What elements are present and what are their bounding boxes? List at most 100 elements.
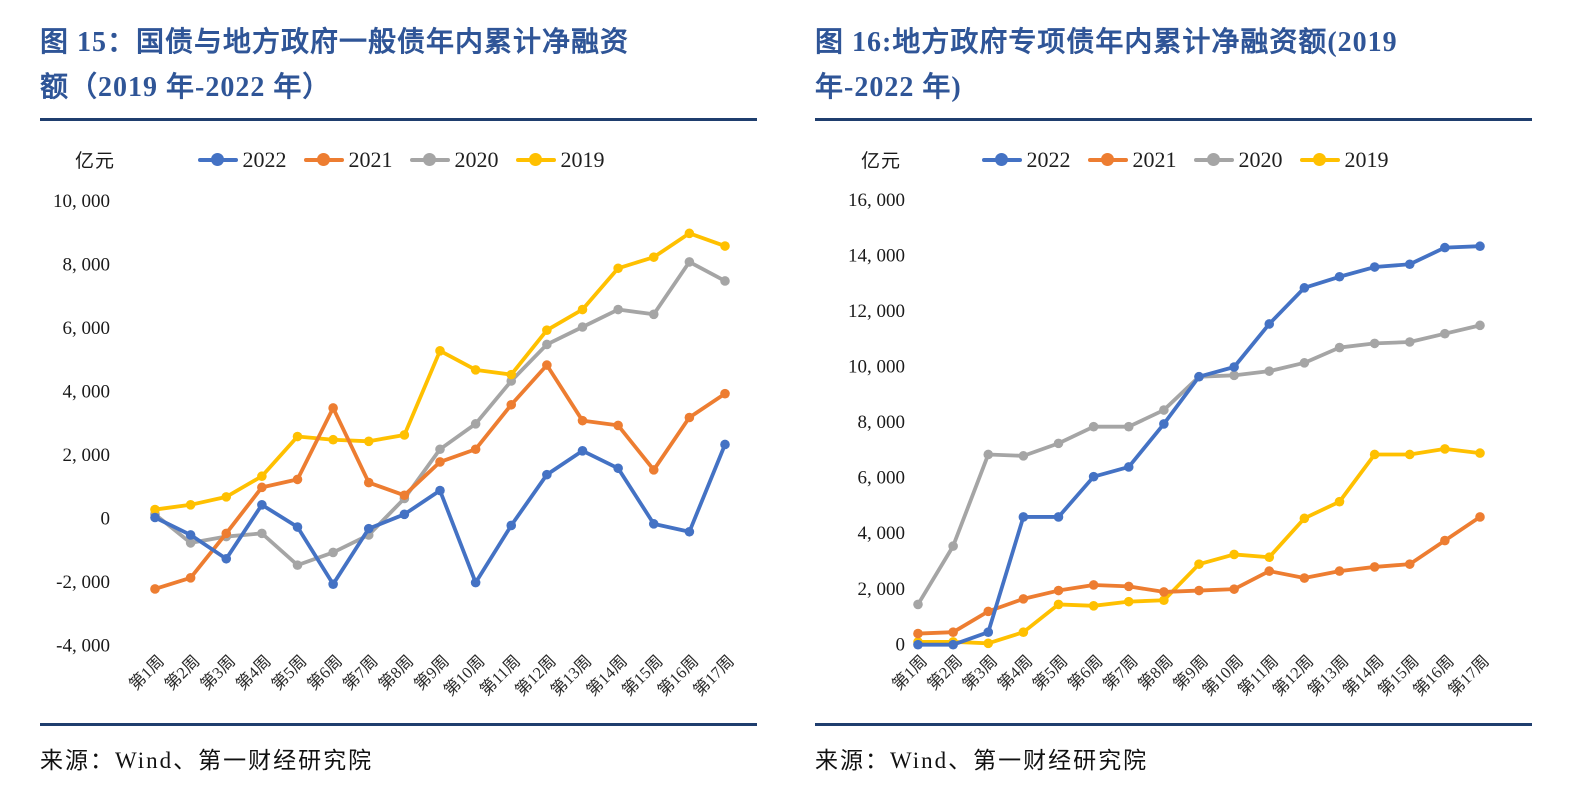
data-point-2021-第11周 (506, 399, 517, 410)
data-point-2022-第6周 (328, 579, 338, 589)
data-point-2021-第17周 (1475, 512, 1485, 522)
legend-item-2019: 2019 (515, 147, 605, 173)
data-point-2022-第17周 (1475, 241, 1485, 252)
data-point-2021-第1周 (913, 628, 923, 639)
data-point-2022-第14周 (613, 463, 623, 474)
data-point-2019-第17周 (720, 241, 730, 251)
legend-label-2021: 2021 (1132, 147, 1177, 172)
data-point-2020-第3周 (983, 449, 994, 460)
data-point-2020-第5周 (292, 560, 303, 570)
figure-16-panel: 图 16:地方政府专项债年内累计净融资额(2019 年-2022 年) 亿元 2… (815, 0, 1532, 794)
data-point-2022-第16周 (684, 526, 695, 537)
figure-15-title-line-1: 图 15：国债与地方政府一般债年内累计净融资 (40, 27, 630, 58)
x-tick-label: 第7周 (339, 651, 382, 694)
data-point-2021-第4周 (257, 482, 267, 493)
data-point-2019-第13周 (1334, 496, 1345, 507)
data-point-2020-第13周 (577, 322, 588, 332)
data-point-2020-第2周 (185, 538, 196, 548)
data-point-2020-第7周 (1123, 421, 1134, 432)
data-point-2021-第15周 (648, 465, 659, 475)
data-point-2019-第9周 (1194, 559, 1204, 569)
figure-15-source: 来源：Wind、第一财经研究院 (40, 748, 374, 773)
data-point-2021-第13周 (577, 415, 588, 426)
figure-16-source: 来源：Wind、第一财经研究院 (815, 748, 1149, 773)
figure-15-top-rule (40, 118, 757, 121)
data-point-2019-第3周 (221, 492, 232, 502)
data-point-2019-第14周 (613, 263, 623, 274)
data-point-2019-第3周 (983, 638, 994, 649)
data-point-2022-第4周 (1018, 512, 1029, 522)
figure-15-bottom-rule (40, 723, 757, 726)
data-point-2022-第5周 (292, 522, 303, 532)
data-point-2022-第6周 (1088, 471, 1099, 482)
data-point-2022-第11周 (506, 520, 517, 531)
data-point-2019-第11周 (506, 369, 517, 380)
data-point-2019-第12周 (542, 325, 552, 335)
legend-label-2021: 2021 (348, 147, 393, 172)
y-tick-label: 14, 000 (848, 246, 905, 267)
data-point-2022-第4周 (257, 500, 267, 510)
data-point-2021-第6周 (1088, 580, 1099, 590)
data-point-2020-第14周 (613, 304, 623, 315)
data-point-2020-第10周 (470, 419, 481, 429)
y-tick-label: 10, 000 (53, 191, 110, 212)
data-point-2021-第8周 (399, 490, 410, 501)
data-point-2021-第2周 (185, 573, 196, 583)
series-line-2019 (916, 447, 1482, 646)
data-point-2019-第5周 (1053, 599, 1064, 610)
figure-15-panel: 图 15：国债与地方政府一般债年内累计净融资 额（2019 年-2022 年） … (40, 0, 757, 794)
legend-marker-2020-icon (1193, 149, 1234, 171)
data-point-2021-第5周 (292, 474, 303, 485)
legend-marker-2019-icon (515, 149, 556, 171)
data-point-2021-第9周 (435, 457, 445, 467)
y-tick-label: 4, 000 (63, 382, 111, 403)
legend-item-2020: 2020 (409, 147, 499, 173)
data-point-2020-第17周 (720, 276, 730, 286)
data-point-2019-第15周 (648, 252, 659, 262)
x-tick-label: 第8周 (1134, 651, 1177, 694)
x-tick-label: 第17周 (689, 651, 737, 699)
y-tick-label: 8, 000 (858, 412, 906, 433)
data-point-2020-第4周 (1018, 451, 1029, 461)
data-point-2020-第8周 (1159, 405, 1169, 415)
data-point-2020-第15周 (1404, 337, 1415, 347)
data-point-2022-第14周 (1369, 262, 1380, 272)
x-tick-label: 第10周 (440, 651, 488, 699)
x-tick-label: 第8周 (375, 651, 418, 694)
legend-item-2019: 2019 (1299, 147, 1389, 173)
data-point-2019-第10周 (1229, 549, 1239, 560)
series-line-2019 (153, 231, 727, 512)
data-point-2021-第1周 (150, 584, 160, 594)
data-point-2019-第5周 (292, 431, 303, 442)
data-point-2022-第13周 (1334, 271, 1345, 282)
x-tick-label: 第5周 (268, 651, 311, 694)
data-point-2019-第17周 (1475, 448, 1485, 458)
figure-15-legend: 2022 2021 2020 2019 (115, 147, 687, 173)
data-point-2021-第3周 (221, 528, 232, 539)
data-point-2022-第8周 (1159, 419, 1169, 429)
data-point-2020-第1周 (913, 599, 923, 610)
data-point-2021-第2周 (948, 627, 958, 637)
x-tick-label: 第6周 (303, 651, 346, 694)
data-point-2021-第15周 (1404, 559, 1415, 569)
data-point-2022-第10周 (470, 577, 481, 588)
series-line-2021 (153, 363, 727, 591)
data-point-2021-第14周 (1369, 562, 1380, 572)
figure-15-y-unit-label: 亿元 (75, 151, 116, 172)
x-tick-label: 第7周 (1099, 651, 1142, 694)
data-point-2022-第12周 (542, 469, 552, 480)
data-point-2021-第16周 (684, 412, 695, 423)
data-point-2022-第7周 (363, 523, 374, 534)
data-point-2020-第15周 (648, 309, 659, 320)
data-point-2021-第12周 (542, 360, 552, 370)
data-point-2022-第5周 (1053, 512, 1064, 522)
data-point-2020-第11周 (1264, 366, 1275, 376)
x-tick-label: 第4周 (994, 651, 1037, 694)
data-point-2020-第4周 (257, 528, 267, 539)
data-point-2020-第16周 (1440, 328, 1450, 339)
figure-15-line-chart: 10, 000 8, 000 6, 000 4, 000 2, 000 0 -2, 000 -… (53, 191, 738, 700)
legend-marker-2021-icon (1087, 149, 1128, 171)
data-point-2021-第12周 (1299, 573, 1310, 583)
data-point-2022-第9周 (435, 485, 445, 496)
data-point-2022-第7周 (1123, 462, 1134, 472)
